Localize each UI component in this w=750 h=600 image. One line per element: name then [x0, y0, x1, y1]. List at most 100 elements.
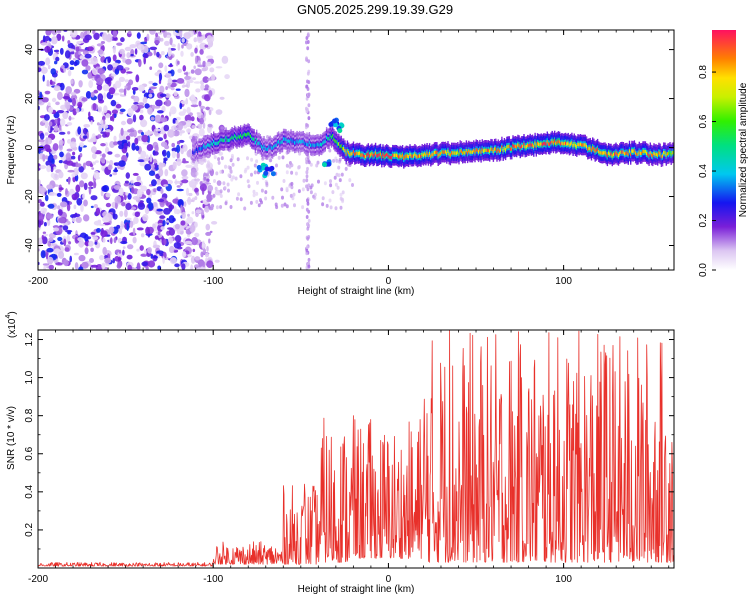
heatmap-noise-cell	[120, 240, 128, 245]
heatmap-noise-cell	[167, 129, 175, 138]
heatmap-ridge-cell	[531, 143, 534, 147]
heatmap-ridge-cell	[208, 143, 210, 147]
heatmap-noise-cell	[84, 34, 92, 41]
colorbar: 0.0 0.2 0.4 0.6 0.8 Normalized spectral ampl…	[698, 30, 749, 277]
heatmap-ridge-cell	[462, 151, 464, 155]
heatmap-noise-cell	[146, 188, 151, 196]
heatmap-noise-cell	[47, 125, 51, 132]
heatmap-ridge-cell	[340, 144, 342, 148]
heatmap-ridge-cell	[584, 143, 586, 147]
heatmap-ridge-cell	[437, 154, 439, 158]
heatmap-halo-cell	[219, 169, 223, 174]
heatmap-ridge-cell	[341, 147, 344, 151]
heatmap-noise-cell	[103, 105, 108, 114]
heatmap-noise-cell	[84, 247, 89, 255]
heatmap-ridge-cell	[356, 151, 358, 155]
heatmap-ridge-cell	[335, 140, 338, 144]
heatmap-ridge-cell	[441, 150, 443, 154]
heatmap-ridge-cell	[247, 131, 249, 136]
spectrogram-x-tick-label: 0	[386, 276, 392, 287]
heatmap-noise-cell	[143, 158, 150, 162]
heatmap-noise-cell	[125, 135, 131, 141]
heatmap-halo-cell	[337, 165, 341, 170]
heatmap-noise-cell	[89, 258, 94, 263]
heatmap-ridge-cell	[558, 140, 561, 144]
heatmap-ridge-cell	[549, 142, 551, 146]
heatmap-halo-cell	[246, 165, 250, 170]
heatmap-noise-cell	[53, 49, 60, 53]
heatmap-stripe-cell	[305, 245, 309, 250]
heatmap-ridge-cell	[628, 149, 631, 153]
heatmap-ridge-cell	[625, 151, 627, 155]
heatmap-ridge-cell	[647, 152, 649, 156]
heatmap-noise-cell	[118, 187, 124, 196]
heatmap-stripe-cell	[306, 71, 310, 76]
heatmap-ridge-cell	[278, 140, 280, 144]
heatmap-ridge-cell	[195, 147, 198, 152]
heatmap-noise-cell	[171, 142, 175, 148]
heatmap-noise-cell	[120, 220, 124, 229]
heatmap-noise-cell	[191, 237, 199, 246]
heatmap-noise-cell	[173, 91, 178, 97]
heatmap-noise-cell	[176, 188, 184, 192]
heatmap-noise-cell	[169, 257, 177, 265]
heatmap-ridge-cell	[593, 147, 595, 151]
heatmap-ridge-cell	[260, 144, 263, 149]
heatmap-halo-cell	[252, 189, 256, 194]
heatmap-ridge-cell	[669, 150, 671, 154]
heatmap-noise-cell	[183, 32, 191, 40]
heatmap-noise-cell	[202, 248, 206, 254]
heatmap-halo-cell	[250, 157, 254, 162]
heatmap-noise-cell	[160, 117, 168, 123]
heatmap-noise-cell	[136, 262, 141, 270]
heatmap-noise-cell	[96, 228, 101, 233]
heatmap-ridge-cell	[350, 152, 352, 156]
heatmap-noise-cell	[184, 114, 192, 123]
heatmap-ridge-cell	[522, 144, 524, 149]
heatmap-noise-cell	[202, 122, 206, 129]
snr-x-tick-label: 100	[555, 574, 572, 585]
heatmap-halo-cell	[290, 170, 294, 175]
heatmap-noise-cell	[109, 174, 113, 177]
heatmap-ridge-cell	[298, 139, 301, 143]
heatmap-halo-cell	[313, 192, 317, 197]
heatmap-noise-cell	[97, 68, 106, 75]
heatmap-halo-cell	[348, 178, 352, 183]
heatmap-noise-cell	[91, 146, 97, 154]
heatmap-ridge-cell	[536, 141, 539, 146]
heatmap-noise-cell	[117, 251, 123, 258]
heatmap-ridge-cell	[446, 151, 448, 156]
heatmap-ridge-cell	[636, 152, 638, 157]
heatmap-ridge-cell	[438, 152, 441, 157]
heatmap-noise-cell	[199, 266, 205, 270]
heatmap-noise-cell	[93, 204, 99, 208]
heatmap-ridge-cell	[649, 151, 651, 155]
heatmap-noise-cell	[180, 220, 186, 226]
heatmap-halo-cell	[227, 188, 230, 193]
heatmap-noise-cell	[80, 172, 88, 180]
heatmap-ridge-cell	[316, 142, 318, 147]
heatmap-noise-cell	[211, 221, 218, 225]
heatmap-ridge-cell	[312, 143, 314, 147]
heatmap-ridge-cell	[237, 134, 239, 139]
heatmap-halo-cell	[229, 168, 233, 173]
heatmap-noise-cell	[176, 78, 185, 84]
heatmap-ridge-cell	[397, 154, 399, 158]
heatmap-noise-cell	[133, 95, 140, 103]
heatmap-noise-cell	[53, 166, 57, 170]
heatmap-noise-cell	[190, 52, 194, 57]
heatmap-noise-cell	[118, 76, 125, 82]
heatmap-noise-cell	[131, 87, 139, 91]
heatmap-ridge-cell	[576, 144, 578, 149]
heatmap-ridge-cell	[490, 147, 492, 151]
heatmap-halo-cell	[329, 205, 333, 210]
heatmap-ridge-cell	[581, 143, 583, 147]
heatmap-noise-cell	[102, 133, 107, 138]
heatmap-ridge-cell	[274, 143, 276, 148]
heatmap-ridge-cell	[507, 144, 509, 149]
heatmap-noise-cell	[92, 153, 97, 160]
heatmap-noise-cell	[214, 259, 220, 263]
heatmap-halo-cell	[334, 206, 338, 211]
heatmap-ridge-cell	[377, 154, 379, 158]
heatmap-noise-cell	[78, 51, 81, 55]
